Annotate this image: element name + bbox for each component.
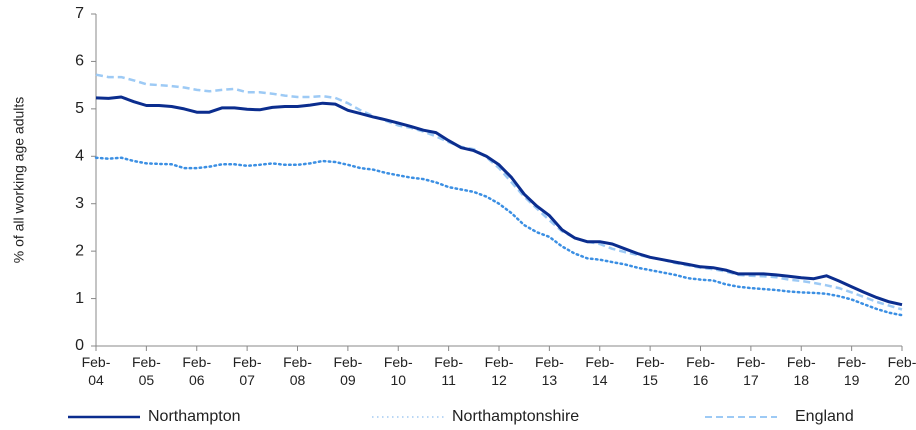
legend-label: England [795,408,854,425]
x-tick-label: Feb-13 [535,354,564,388]
x-tick-label: Feb-19 [837,354,866,388]
legend-label: Northampton [148,408,241,425]
x-tick-label: Feb-05 [132,354,161,388]
x-tick-label: Feb-18 [787,354,816,388]
series-line [94,156,904,317]
x-tick-label: Feb-12 [485,354,514,388]
x-tick-label: Feb-09 [333,354,362,388]
x-tick-label: Feb-10 [384,354,413,388]
y-axis-label: % of all working age adults [11,97,27,264]
x-tick-label: Feb-15 [636,354,665,388]
y-tick-label: 1 [75,290,84,307]
x-tick-label: Feb-04 [82,354,111,388]
y-tick-label: 2 [75,242,84,259]
legend-label: Northamptonshire [452,408,579,425]
x-tick-label: Feb-08 [283,354,312,388]
y-tick-label: 7 [75,5,84,22]
x-tick-label: Feb-20 [888,354,916,388]
x-tick-label: Feb-14 [585,354,614,388]
x-tick-label: Feb-07 [233,354,262,388]
x-tick-label: Feb-11 [434,354,463,388]
series-line [95,95,903,307]
y-tick-label: 0 [75,337,84,354]
x-tick-label: Feb-17 [736,354,765,388]
y-tick-label: 4 [75,148,84,165]
x-tick-label: Feb-06 [182,354,211,388]
y-tick-label: 5 [75,100,84,117]
y-tick-label: 6 [75,53,84,70]
x-tick-label: Feb-16 [686,354,715,388]
y-tick-label: 3 [75,195,84,212]
series-line [95,73,903,311]
